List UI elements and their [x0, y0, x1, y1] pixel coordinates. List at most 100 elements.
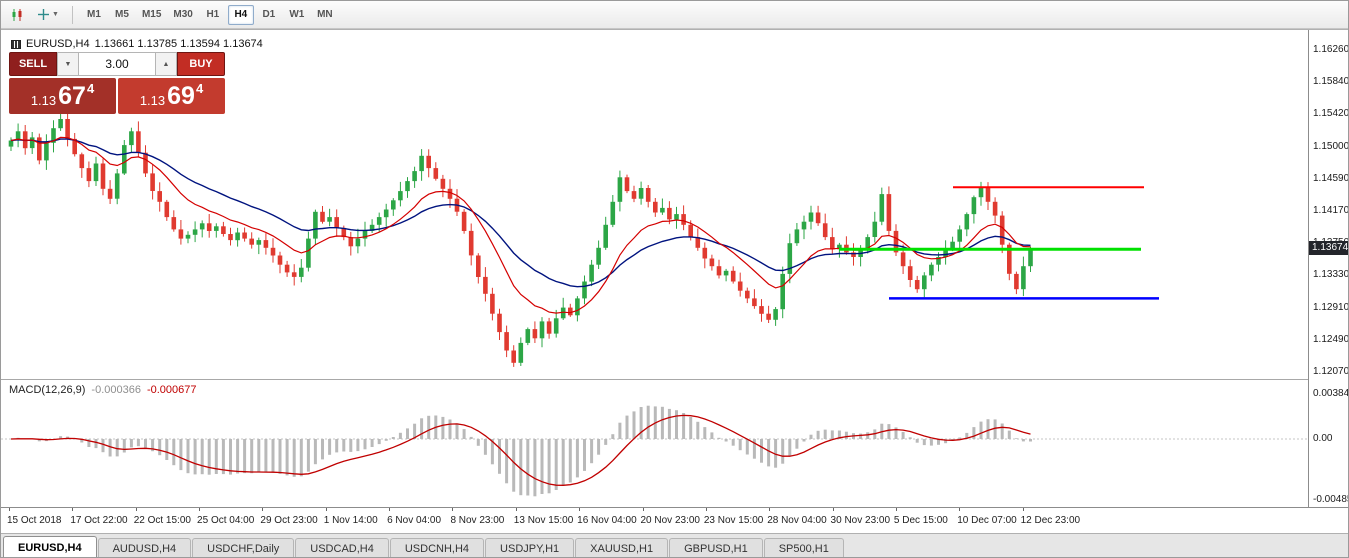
- price-axis-label: 1.15840: [1313, 76, 1349, 88]
- buy-price-fraction: 4: [195, 80, 204, 96]
- timeframe-h1-button[interactable]: H1: [206, 9, 220, 20]
- timeframe-mn-button[interactable]: MN: [317, 9, 333, 20]
- chart-tab-audusd-h4[interactable]: AUDUSD,H4: [97, 538, 192, 557]
- time-axis-label: 28 Nov 04:00: [767, 515, 827, 526]
- time-axis-label: 29 Oct 23:00: [260, 515, 318, 526]
- chart-tab-usdjpy-h1[interactable]: USDJPY,H1: [485, 538, 575, 557]
- time-axis-tick: [959, 508, 961, 511]
- timeframe-m1-button[interactable]: M1: [86, 9, 101, 20]
- timeframe-m15-button[interactable]: M15: [141, 9, 162, 20]
- time-axis-label: 15 Oct 2018: [7, 515, 62, 526]
- time-axis-label: 10 Dec 07:00: [957, 515, 1017, 526]
- sell-price-fraction: 4: [86, 80, 95, 96]
- time-axis-tick: [832, 508, 834, 511]
- volume-input[interactable]: [79, 52, 155, 76]
- trade-controls-row: SELL ▼ ▲ BUY: [9, 52, 225, 76]
- time-axis-tick: [705, 508, 707, 511]
- macd-indicator-label: MACD(12,26,9) -0.000366 -0.000677: [9, 384, 197, 396]
- trade-prices-row: 1.13 67 4 1.13 69 4: [9, 78, 225, 114]
- sell-price-main: 1.13: [30, 92, 57, 108]
- time-axis-tick: [199, 508, 201, 511]
- timeframe-m5-button[interactable]: M5: [114, 9, 129, 20]
- time-axis-label: 1 Nov 14:00: [323, 515, 378, 526]
- time-axis-tick: [895, 508, 897, 511]
- time-axis-label: 13 Nov 15:00: [513, 515, 574, 526]
- toolbar: ▼ M1 M5 M15 M30 H1 H4 D1 W1 MN: [1, 1, 1348, 29]
- time-axis-label: 12 Dec 23:00: [1020, 515, 1081, 526]
- chart-ohlc-label: EURUSD,H4 1.13661 1.13785 1.13594 1.1367…: [11, 38, 263, 50]
- caret-up-icon: ▲: [162, 60, 170, 68]
- timeframe-h4-button[interactable]: H4: [227, 4, 254, 25]
- time-axis-tick: [452, 508, 454, 511]
- timeframe-d1-button[interactable]: D1: [262, 9, 276, 20]
- time-axis-tick: [389, 508, 391, 511]
- chart-ohlc-values: 1.13661 1.13785 1.13594 1.13674: [94, 38, 263, 50]
- buy-price-box[interactable]: 1.13 69 4: [118, 78, 225, 114]
- timeframe-m30-button[interactable]: M30: [173, 9, 193, 20]
- time-axis-tick: [72, 508, 74, 511]
- time-axis-label: 5 Dec 15:00: [893, 515, 948, 526]
- macd-canvas[interactable]: [1, 380, 1308, 507]
- macd-main-value: -0.000366: [91, 384, 141, 396]
- price-chart-canvas[interactable]: [1, 34, 1308, 375]
- indicator-separator[interactable]: [1, 379, 1308, 380]
- candlestick-chart-icon[interactable]: [7, 4, 29, 26]
- buy-button[interactable]: BUY: [177, 52, 225, 76]
- caret-down-icon: ▼: [64, 60, 72, 68]
- chart-tab-usdchf-daily[interactable]: USDCHF,Daily: [192, 538, 295, 557]
- price-axis-label: 1.15420: [1313, 108, 1349, 120]
- macd-signal-value: -0.000677: [146, 384, 197, 396]
- volume-increase-button[interactable]: ▲: [155, 52, 177, 76]
- one-click-trading-panel: SELL ▼ ▲ BUY 1.13 67 4 1.13 69 4: [9, 52, 225, 114]
- price-axis-label: 1.12070: [1313, 366, 1349, 377]
- timeframe-group: M1 M5 M15 M30 H1 H4 D1 W1 MN: [80, 4, 339, 25]
- chart-tabs-bar: EURUSD,H4 AUDUSD,H4 USDCHF,Daily USDCAD,H4 U…: [1, 533, 1348, 557]
- current-price-badge: 1.13674: [1309, 241, 1348, 256]
- sell-button[interactable]: SELL: [9, 52, 57, 76]
- time-axis-tick: [135, 508, 137, 511]
- chart-symbol-icon: [11, 39, 21, 49]
- price-axis-label: 1.14170: [1313, 205, 1349, 216]
- macd-axis-label: -0.004856: [1313, 494, 1348, 505]
- sell-price-box[interactable]: 1.13 67 4: [9, 78, 116, 114]
- timeframe-w1-button[interactable]: W1: [289, 9, 305, 20]
- buy-price-pips: 69: [167, 81, 195, 110]
- crosshair-tool-icon[interactable]: ▼: [33, 4, 63, 26]
- price-axis-label: 1.14590: [1313, 172, 1349, 184]
- macd-axis-label: 0.003847: [1313, 388, 1349, 399]
- time-axis-tick: [9, 508, 10, 511]
- time-axis[interactable]: 15 Oct 2018 17 Oct 22:00 22 Oct 15:00 25 Oc…: [1, 507, 1348, 534]
- time-axis-label: 16 Nov 04:00: [577, 515, 637, 526]
- volume-decrease-button[interactable]: ▼: [57, 52, 79, 76]
- macd-axis-label: 0.00: [1313, 433, 1333, 444]
- time-axis-label: 25 Oct 04:00: [197, 515, 255, 526]
- time-axis-tick: [579, 508, 581, 511]
- time-axis-tick: [1022, 508, 1024, 511]
- time-axis-tick: [642, 508, 644, 511]
- time-axis-label: 6 Nov 04:00: [387, 515, 442, 526]
- toolbar-separator: [71, 5, 73, 24]
- price-axis-label: 1.16260: [1313, 44, 1349, 55]
- time-axis-label: 22 Oct 15:00: [133, 515, 191, 526]
- time-axis-label: 20 Nov 23:00: [640, 515, 701, 526]
- time-axis-label: 30 Nov 23:00: [830, 515, 891, 526]
- price-axis[interactable]: 1.16260 1.15840 1.15420 1.15000 1.14590 1.141…: [1308, 30, 1349, 507]
- candlestick-chart-glyph: [12, 8, 22, 21]
- price-axis-label: 1.12490: [1313, 333, 1349, 345]
- chart-tab-gbpusd-h1[interactable]: GBPUSD,H1: [669, 538, 763, 557]
- time-axis-tick: [515, 508, 517, 511]
- chart-tab-usdcad-h4[interactable]: USDCAD,H4: [295, 538, 389, 557]
- buy-price-main: 1.13: [139, 92, 166, 108]
- sell-price-pips: 67: [58, 81, 86, 110]
- chart-tab-eurusd-h4[interactable]: EURUSD,H4: [3, 536, 97, 557]
- chart-tab-usdcnh-h4[interactable]: USDCNH,H4: [389, 538, 485, 557]
- chart-tab-sp500-h1[interactable]: SP500,H1: [763, 538, 844, 557]
- price-axis-label: 1.15000: [1313, 140, 1349, 152]
- chart-tab-xauusd-h1[interactable]: XAUUSD,H1: [575, 538, 669, 557]
- caret-down-icon: ▼: [52, 11, 59, 18]
- price-axis-label: 1.12910: [1313, 301, 1349, 313]
- time-axis-tick: [769, 508, 771, 511]
- time-axis-label: 23 Nov 15:00: [703, 515, 764, 526]
- chart-window: EURUSD,H4 1.13661 1.13785 1.13594 1.1367…: [1, 29, 1349, 534]
